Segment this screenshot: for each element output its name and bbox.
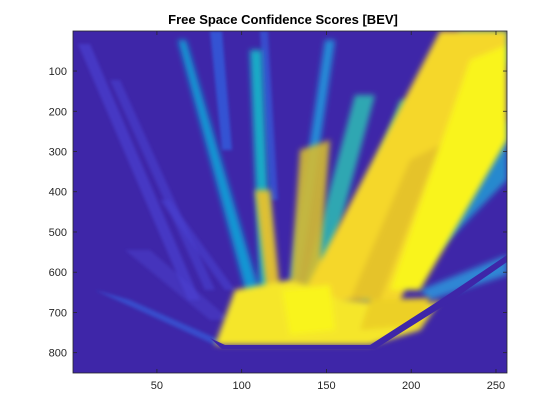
axes-box <box>72 30 508 374</box>
y-tick-label: 800 <box>49 348 67 360</box>
x-tick-label: 150 <box>317 380 335 392</box>
y-tick-label: 700 <box>49 307 67 319</box>
y-tick-label: 400 <box>49 187 67 199</box>
x-tick-label: 250 <box>487 380 505 392</box>
y-tick-label: 600 <box>49 267 67 279</box>
lower-boundary <box>210 255 507 349</box>
y-axis: 100 200 300 400 500 600 700 800 <box>49 66 507 360</box>
y-tick-label: 300 <box>49 147 67 159</box>
heatmap-image <box>73 31 507 373</box>
high-confidence-regions <box>215 31 507 345</box>
x-tick-label: 200 <box>402 380 420 392</box>
x-axis: 50 100 150 200 250 <box>151 31 505 392</box>
y-tick-label: 500 <box>49 227 67 239</box>
x-tick-label: 50 <box>151 380 163 392</box>
y-tick-label: 100 <box>49 66 67 78</box>
chart-title: Free Space Confidence Scores [BEV] <box>168 12 398 27</box>
faint-streaks <box>78 31 278 345</box>
x-tick-label: 100 <box>233 380 251 392</box>
y-tick-label: 200 <box>49 106 67 118</box>
